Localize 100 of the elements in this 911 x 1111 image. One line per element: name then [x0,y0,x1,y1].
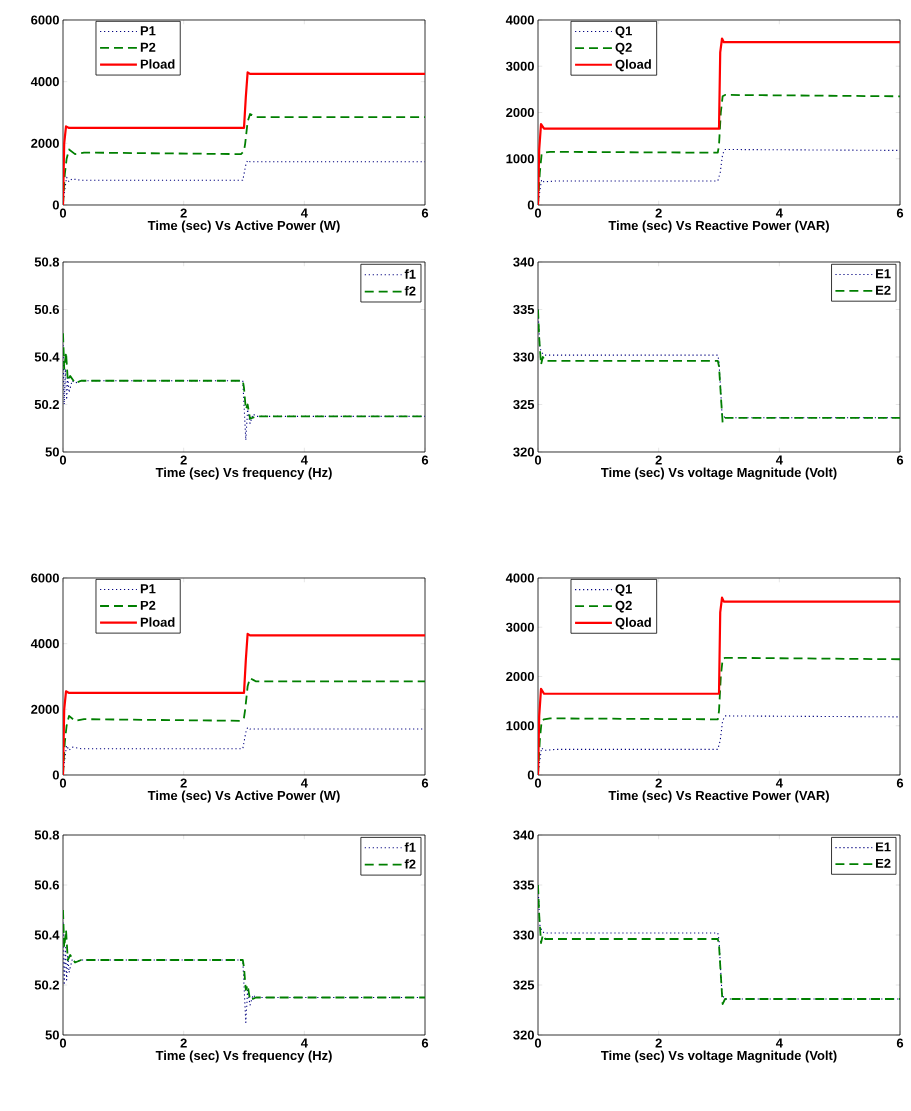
y-tick-label: 3000 [505,622,534,632]
legend-label: f2 [404,859,416,869]
x-tick-label: 0 [59,778,67,788]
x-tick-label: 0 [534,208,542,218]
x-tick-label: 6 [421,778,429,788]
y-tick-label: 1000 [506,721,534,731]
x-axis-title: Time (sec) Vs Reactive Power (VAR) [608,790,829,803]
y-tick-label: 3000 [505,61,534,71]
legend-label: Pload [140,617,175,627]
y-tick-label: 1000 [506,154,534,164]
y-tick-label: 320 [513,1030,534,1040]
line-series [63,344,425,441]
line-series [538,596,901,775]
y-tick-label: 325 [513,980,535,990]
x-axis-title: Time (sec) Vs voltage Magnitude (Volt) [601,467,837,480]
x-tick-label: 0 [534,1038,542,1048]
y-tick-label: 340 [513,257,534,267]
legend-label: Q1 [615,26,632,38]
x-tick-label: 6 [421,208,429,218]
x-tick-label: 2 [180,778,187,788]
x-tick-label: 4 [300,778,308,788]
line-series [63,332,425,420]
x-tick-label: 2 [655,1038,662,1048]
legend-label: Pload [140,59,175,69]
x-tick-label: 2 [655,208,662,218]
y-tick-label: 330 [513,352,534,362]
y-tick-label: 4000 [30,639,59,649]
y-tick-label: 320 [513,447,534,457]
x-tick-label: 2 [180,455,187,465]
x-tick-label: 6 [421,455,429,465]
x-tick-label: 2 [180,1038,187,1048]
y-tick-label: 6000 [31,15,59,25]
x-tick-label: 0 [59,1038,67,1048]
y-tick-label: 0 [52,200,59,210]
y-tick-label: 50.2 [34,980,59,990]
x-tick-label: 6 [421,1038,429,1048]
x-tick-label: 4 [300,455,308,465]
y-tick-label: 50 [45,1030,59,1040]
y-tick-label: 4000 [505,573,534,583]
x-tick-label: 6 [896,778,904,788]
y-tick-label: 340 [513,830,534,840]
x-tick-label: 4 [775,455,783,465]
legend-label: Qload [615,59,651,72]
y-tick-label: 330 [513,930,534,940]
y-tick-label: 0 [527,770,534,780]
x-tick-label: 6 [896,455,904,465]
legend-label: f1 [404,269,416,279]
y-tick-label: 335 [513,304,535,315]
y-tick-label: 335 [513,880,535,890]
legend-label: P1 [140,26,156,36]
x-axis-title: Time (sec) Vs Active Power (W) [147,790,340,803]
y-tick-label: 50.4 [34,352,60,362]
x-axis-title: Time (sec) Vs Active Power (W) [147,220,340,233]
x-tick-label: 2 [655,778,662,788]
legend-label: Q2 [615,600,632,613]
y-tick-label: 2000 [506,671,534,682]
x-tick-label: 4 [775,1038,783,1048]
legend-label: f2 [404,286,416,296]
y-tick-label: 2000 [31,138,59,148]
legend-label: Qload [615,617,651,630]
x-axis-title: Time (sec) Vs frequency (Hz) [155,467,332,480]
y-tick-label: 50.8 [34,257,60,267]
x-tick-label: 6 [896,208,904,218]
x-tick-label: 0 [534,455,542,465]
legend-label: E2 [876,858,891,868]
y-tick-label: 4000 [30,77,59,87]
line-series [538,37,901,205]
x-tick-label: 0 [534,778,542,788]
y-tick-label: 0 [52,770,59,780]
x-tick-label: 2 [655,455,662,465]
y-tick-label: 0 [527,200,534,210]
legend-label: E2 [876,285,891,295]
y-tick-label: 6000 [31,573,59,583]
x-axis-title: Time (sec) Vs voltage Magnitude (Volt) [601,1050,837,1063]
x-tick-label: 6 [896,1038,904,1048]
y-tick-label: 2000 [506,107,534,118]
x-tick-label: 0 [59,208,67,218]
legend-label: P1 [140,584,156,594]
y-tick-label: 50.6 [34,880,60,890]
x-tick-label: 0 [59,455,67,465]
legend-label: P2 [140,600,156,610]
x-tick-label: 2 [180,208,187,218]
y-tick-label: 2000 [31,704,59,714]
y-tick-label: 4000 [505,15,534,25]
y-tick-label: 50.6 [34,304,60,315]
y-tick-label: 50.2 [34,399,59,410]
x-axis-title: Time (sec) Vs Reactive Power (VAR) [608,220,829,233]
legend-label: Q1 [615,584,632,596]
y-tick-label: 50.4 [34,930,60,940]
x-tick-label: 4 [300,208,308,218]
legend-label: E1 [876,269,891,279]
legend-label: P2 [140,42,156,52]
line-series [63,909,425,1001]
x-tick-label: 4 [300,1038,308,1048]
x-axis-title: Time (sec) Vs frequency (Hz) [155,1050,332,1063]
y-tick-label: 50.8 [34,830,60,840]
legend-label: Q2 [615,42,632,55]
legend-label: E1 [876,842,891,852]
legend-label: f1 [404,842,416,852]
x-tick-label: 4 [775,208,783,218]
